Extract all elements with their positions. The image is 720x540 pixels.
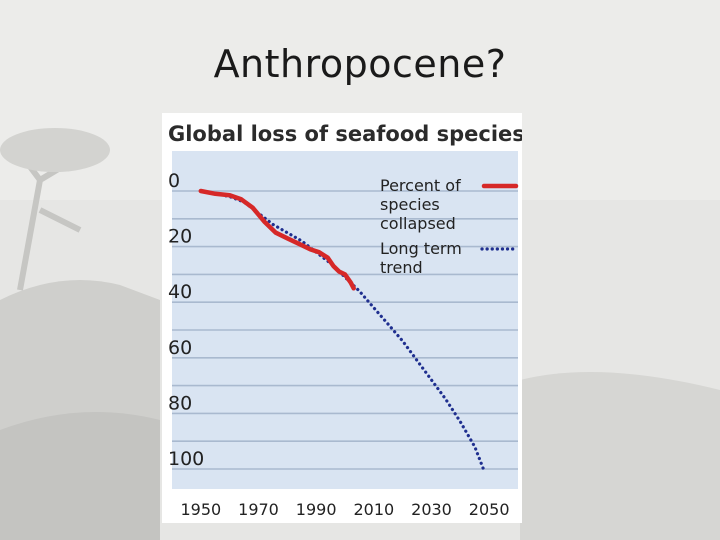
legend-label-collapsed: species — [380, 195, 440, 214]
x-tick-label: 1990 — [296, 500, 337, 519]
x-tick-label: 2010 — [353, 500, 394, 519]
x-tick-label: 1970 — [238, 500, 279, 519]
y-axis-ticks: 0 20 40 60 80 100 — [168, 170, 204, 470]
legend-label-collapsed: Percent of — [380, 176, 461, 195]
legend-label-collapsed: collapsed — [380, 214, 456, 233]
slide-title: Anthropocene? — [213, 42, 507, 86]
y-tick-label: 0 — [168, 170, 180, 192]
x-tick-label: 2030 — [411, 500, 452, 519]
y-tick-label: 100 — [168, 448, 204, 470]
plot-area — [172, 151, 518, 489]
x-tick-label: 1950 — [180, 500, 221, 519]
x-tick-label: 2050 — [469, 500, 510, 519]
series-lines — [198, 188, 485, 471]
plot-background — [172, 151, 518, 489]
y-tick-label: 60 — [168, 337, 192, 359]
x-axis-ticks: 1950 1970 1990 2010 2030 2050 — [180, 500, 509, 519]
y-tick-label: 80 — [168, 392, 192, 414]
collapsed-series-line — [198, 188, 356, 291]
legend-label-trend: Long term — [380, 239, 462, 258]
chart-title: Global loss of seafood species — [168, 122, 522, 146]
y-tick-label: 20 — [168, 226, 192, 248]
y-tick-label: 40 — [168, 281, 192, 303]
chart-panel: Global loss of seafood species 0 20 40 60 80… — [162, 113, 522, 523]
seafood-loss-chart: Global loss of seafood species 0 20 40 60 80… — [168, 122, 522, 519]
legend-label-trend: trend — [380, 258, 423, 277]
